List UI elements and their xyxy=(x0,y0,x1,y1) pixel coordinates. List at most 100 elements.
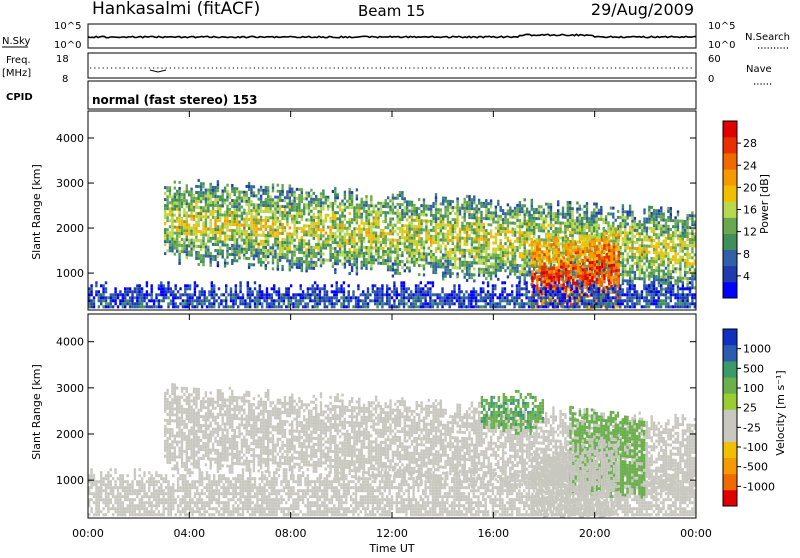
heatmap-cell xyxy=(139,284,141,287)
heatmap-cell xyxy=(291,194,293,197)
heatmap-cell xyxy=(174,199,176,202)
heatmap-cell xyxy=(655,209,657,212)
heatmap-cell xyxy=(622,264,624,267)
heatmap-cell xyxy=(269,228,271,231)
heatmap-cell xyxy=(634,235,636,238)
heatmap-cell xyxy=(603,262,605,265)
heatmap-cell xyxy=(313,222,315,225)
heatmap-cell xyxy=(648,278,650,281)
heatmap-cell xyxy=(444,263,446,266)
heatmap-cell xyxy=(365,261,367,264)
heatmap-cell xyxy=(555,227,557,230)
heatmap-cell xyxy=(272,186,274,189)
heatmap-cell xyxy=(217,264,219,267)
heatmap-cell xyxy=(497,254,499,257)
heatmap-cell xyxy=(122,299,124,302)
heatmap-cell xyxy=(100,293,102,296)
heatmap-cell xyxy=(397,248,399,251)
heatmap-cell xyxy=(346,260,348,263)
heatmap-cell xyxy=(368,216,370,219)
heatmap-cell xyxy=(478,274,480,277)
heatmap-cell xyxy=(466,234,468,237)
heatmap-cell xyxy=(365,252,367,255)
heatmap-cell xyxy=(456,218,458,221)
heatmap-cell xyxy=(291,254,293,257)
heatmap-cell xyxy=(674,234,676,237)
heatmap-cell xyxy=(524,243,526,246)
heatmap-cell xyxy=(217,252,219,255)
heatmap-cell xyxy=(674,252,676,255)
heatmap-cell xyxy=(411,258,413,261)
heatmap-cell xyxy=(526,241,528,244)
heatmap-cell xyxy=(224,220,226,223)
heatmap-cell xyxy=(488,223,490,226)
heatmap-cell xyxy=(629,226,631,229)
heatmap-cell xyxy=(456,224,458,227)
heatmap-cell xyxy=(337,217,339,220)
heatmap-cell xyxy=(521,210,523,213)
heatmap-cell xyxy=(272,198,274,201)
heatmap-cell xyxy=(136,296,138,299)
heatmap-cell xyxy=(514,270,516,273)
heatmap-cell xyxy=(315,255,317,258)
heatmap-cell xyxy=(660,230,662,233)
heatmap-cell xyxy=(382,205,384,208)
heatmap-cell xyxy=(519,270,521,273)
heatmap-cell xyxy=(214,228,216,231)
heatmap-cell xyxy=(564,222,566,225)
heatmap-cell xyxy=(373,258,375,261)
heatmap-cell xyxy=(186,211,188,214)
heatmap-cell xyxy=(129,299,131,302)
heatmap-cell xyxy=(265,207,267,210)
heatmap-cell xyxy=(636,262,638,265)
heatmap-cell xyxy=(229,235,231,238)
heatmap-cell xyxy=(399,218,401,221)
heatmap-cell xyxy=(648,263,650,266)
heatmap-cell xyxy=(358,225,360,228)
heatmap-cell xyxy=(351,251,353,254)
heatmap-cell xyxy=(289,235,291,238)
heatmap-cell xyxy=(519,237,521,240)
heatmap-cell xyxy=(253,224,255,227)
heatmap-cell xyxy=(589,276,591,279)
heatmap-cell xyxy=(146,302,148,305)
heatmap-cell xyxy=(653,209,655,212)
heatmap-cell xyxy=(490,262,492,265)
heatmap-cell xyxy=(339,205,341,208)
heatmap-cell xyxy=(93,305,95,308)
heatmap-cell xyxy=(188,230,190,233)
heatmap-cell xyxy=(564,225,566,228)
heatmap-cell xyxy=(569,222,571,225)
heatmap-cell xyxy=(665,219,667,222)
heatmap-cell xyxy=(528,211,530,214)
heatmap-cell xyxy=(243,221,245,224)
heatmap-cell xyxy=(164,243,166,246)
heatmap-cell xyxy=(514,246,516,249)
heatmap-cell xyxy=(579,251,581,254)
heatmap-cell xyxy=(392,239,394,242)
heatmap-cell xyxy=(507,266,509,269)
heatmap-cell xyxy=(174,193,176,196)
heatmap-cell xyxy=(346,251,348,254)
heatmap-cell xyxy=(478,199,480,202)
heatmap-cell xyxy=(440,262,442,265)
heatmap-cell xyxy=(519,243,521,246)
heatmap-cell xyxy=(476,211,478,214)
heatmap-cell xyxy=(124,296,126,299)
heatmap-cell xyxy=(322,240,324,243)
heatmap-cell xyxy=(200,260,202,263)
heatmap-cell xyxy=(562,222,564,225)
heatmap-cell xyxy=(550,212,552,215)
heatmap-cell xyxy=(519,273,521,276)
heatmap-cell xyxy=(166,195,168,198)
heatmap-cell xyxy=(183,247,185,250)
heatmap-cell xyxy=(241,200,243,203)
heatmap-cell xyxy=(214,258,216,261)
heatmap-cell xyxy=(524,204,526,207)
heatmap-cell xyxy=(440,211,442,214)
heatmap-cell xyxy=(684,259,686,262)
heatmap-cell xyxy=(524,255,526,258)
heatmap-cell xyxy=(461,216,463,219)
heatmap-cell xyxy=(589,252,591,255)
heatmap-cell xyxy=(202,254,204,257)
